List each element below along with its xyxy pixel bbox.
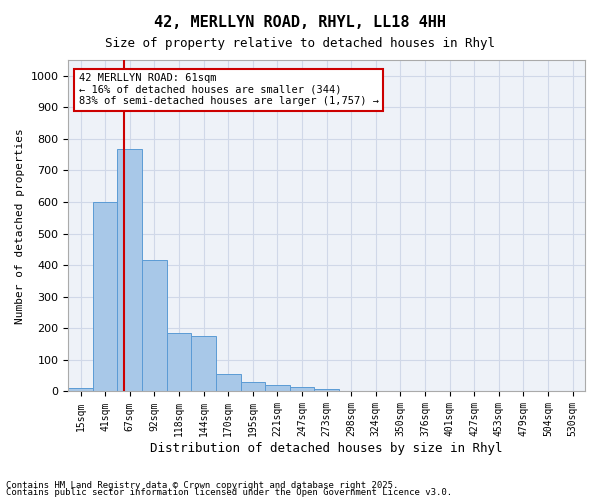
- Bar: [93, 202, 118, 392]
- Text: 42 MERLLYN ROAD: 61sqm
← 16% of detached houses are smaller (344)
83% of semi-de: 42 MERLLYN ROAD: 61sqm ← 16% of detached…: [79, 74, 379, 106]
- Bar: [191, 336, 216, 392]
- Bar: [142, 260, 167, 392]
- Text: Contains HM Land Registry data © Crown copyright and database right 2025.: Contains HM Land Registry data © Crown c…: [6, 480, 398, 490]
- Bar: [167, 333, 191, 392]
- Text: Size of property relative to detached houses in Rhyl: Size of property relative to detached ho…: [105, 38, 495, 51]
- Bar: [265, 385, 290, 392]
- Y-axis label: Number of detached properties: Number of detached properties: [15, 128, 25, 324]
- Text: 42, MERLLYN ROAD, RHYL, LL18 4HH: 42, MERLLYN ROAD, RHYL, LL18 4HH: [154, 15, 446, 30]
- Bar: [118, 150, 142, 392]
- Bar: [314, 389, 339, 392]
- Bar: [216, 374, 241, 392]
- Text: Contains public sector information licensed under the Open Government Licence v3: Contains public sector information licen…: [6, 488, 452, 497]
- X-axis label: Distribution of detached houses by size in Rhyl: Distribution of detached houses by size …: [151, 442, 503, 455]
- Bar: [290, 386, 314, 392]
- Bar: [68, 388, 93, 392]
- Bar: [241, 382, 265, 392]
